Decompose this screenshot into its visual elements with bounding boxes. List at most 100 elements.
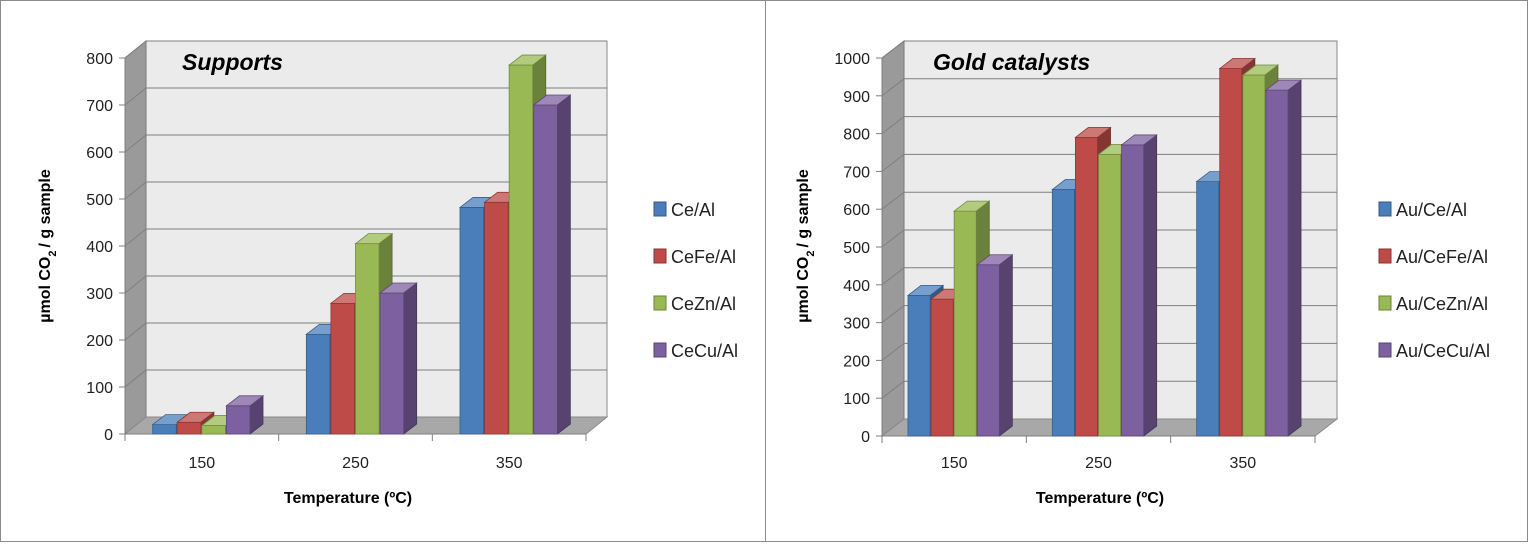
- x-axis-label: Temperature (ºC): [284, 490, 412, 507]
- legend-swatch: [1378, 342, 1392, 358]
- y-axis-label-subscript: 2: [805, 251, 817, 257]
- chart-title: Supports: [182, 49, 283, 75]
- bar-front: [459, 207, 484, 435]
- bar-top: [906, 284, 945, 296]
- chart-panel-supports: 0 100 200 300 400 500 600 700 800 150 250 350 Suppor…: [0, 0, 766, 542]
- gridline-side: [124, 369, 147, 388]
- bar-front: [1121, 144, 1145, 437]
- bar-front: [152, 424, 177, 435]
- y-tick-label: 100: [86, 380, 113, 397]
- legend-swatch: [653, 248, 667, 264]
- legend-swatch: [1378, 248, 1392, 264]
- gridline-side: [881, 154, 905, 172]
- bar: [532, 94, 572, 435]
- bar-top: [1074, 126, 1112, 138]
- legend-label: Au/CeFe/Al: [1396, 247, 1488, 267]
- bar-side: [556, 94, 571, 435]
- y-tick-label: 600: [843, 202, 870, 219]
- y-tick-label: 0: [861, 429, 870, 446]
- chart-panel-gold-catalysts: 0 100 200 300 400 500 600 700 800 900 1000 150 250 35…: [765, 0, 1528, 542]
- y-tick-label: 300: [843, 316, 870, 333]
- bar-top: [976, 254, 1014, 266]
- x-tick-label: 350: [496, 455, 523, 472]
- gridline-side: [124, 134, 147, 153]
- x-tick-label: 150: [188, 455, 215, 472]
- bar: [976, 253, 1014, 437]
- x-tick-label: 150: [941, 455, 968, 472]
- bar-front: [1242, 74, 1266, 437]
- bar: [378, 282, 418, 435]
- y-tick-label: 400: [86, 239, 113, 256]
- legend-label: CeCu/Al: [671, 341, 738, 361]
- gridline-side: [124, 87, 147, 106]
- y-tick-label: 600: [86, 145, 113, 162]
- legend-label: CeFe/Al: [671, 247, 736, 267]
- bar-top: [378, 282, 418, 294]
- gridline-side: [881, 78, 905, 97]
- bar-top: [507, 54, 547, 66]
- x-axis-label: Temperature (ºC): [1036, 490, 1164, 507]
- bar-front: [176, 421, 202, 435]
- chart-title: Gold catalysts: [933, 49, 1090, 75]
- bar-front: [1265, 89, 1289, 437]
- bar: [1120, 134, 1158, 437]
- gridline-side: [124, 40, 147, 59]
- bar-top: [225, 395, 265, 407]
- bar-front: [976, 264, 1000, 437]
- gridline-side: [881, 229, 905, 248]
- legend-label: Au/CeZn/Al: [1396, 294, 1488, 314]
- bar-top: [1218, 58, 1257, 69]
- bar: [1264, 79, 1303, 437]
- y-tick-label: 1000: [834, 51, 870, 68]
- y-axis-label-main: µmol CO: [37, 257, 54, 323]
- bar-front: [1196, 181, 1220, 437]
- y-tick-label: 800: [86, 51, 113, 68]
- legend-label: CeZn/Al: [671, 294, 736, 314]
- x-tick-label: 250: [1085, 455, 1112, 472]
- gridline-side: [124, 181, 147, 200]
- y-tick-label: 0: [104, 427, 113, 444]
- x-tick-label: 250: [342, 455, 369, 472]
- y-tick-label: 200: [86, 333, 113, 350]
- bar-front: [484, 201, 509, 435]
- legend-swatch: [1378, 201, 1392, 217]
- bar: [225, 394, 265, 435]
- bar-top: [1241, 64, 1280, 76]
- legend-label: Au/CeCu/Al: [1396, 341, 1490, 361]
- legend-swatch: [1378, 295, 1392, 311]
- y-axis-label: µmol CO2 / g sample: [795, 169, 817, 323]
- bar-front: [907, 294, 931, 437]
- bar-side: [998, 253, 1013, 437]
- bar-top: [532, 94, 572, 106]
- bar-front: [953, 210, 977, 437]
- y-tick-label: 900: [843, 89, 870, 106]
- bar-front: [533, 104, 558, 435]
- legend-swatch: [653, 342, 667, 358]
- bar-front: [1219, 68, 1243, 437]
- y-axis-label-subscript: 2: [47, 251, 59, 257]
- bar-front: [305, 333, 331, 435]
- legend-swatch: [653, 295, 667, 311]
- legend-label: Ce/Al: [671, 200, 715, 220]
- y-tick-label: 200: [843, 353, 870, 370]
- bar-side: [1143, 134, 1158, 437]
- gridline-side: [881, 40, 905, 59]
- legend-swatch: [653, 201, 667, 217]
- bar-front: [1051, 189, 1075, 437]
- gridline-side: [881, 380, 905, 399]
- y-tick-label: 100: [843, 391, 870, 408]
- gridline-side: [124, 322, 147, 341]
- gridline-side: [881, 343, 905, 361]
- bar-front: [1075, 136, 1098, 437]
- y-axis-label-main: µmol CO: [795, 257, 812, 323]
- y-axis-label-rest: / g sample: [795, 169, 812, 247]
- gridline-side: [124, 228, 147, 247]
- y-axis-label-rest: / g sample: [37, 169, 54, 247]
- bar-front: [355, 243, 380, 435]
- bar-front: [508, 64, 534, 435]
- y-tick-label: 400: [843, 278, 870, 295]
- bar-side: [1287, 79, 1302, 437]
- y-tick-label: 700: [843, 164, 870, 181]
- bar-front: [1098, 153, 1121, 437]
